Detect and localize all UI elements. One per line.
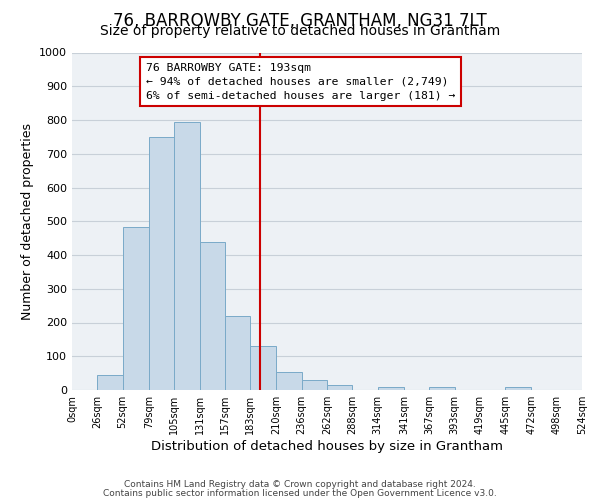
- Bar: [429, 388, 455, 390]
- Text: Contains HM Land Registry data © Crown copyright and database right 2024.: Contains HM Land Registry data © Crown c…: [124, 480, 476, 489]
- Bar: [97, 375, 122, 390]
- Text: Size of property relative to detached houses in Grantham: Size of property relative to detached ho…: [100, 24, 500, 38]
- Bar: [250, 346, 277, 390]
- X-axis label: Distribution of detached houses by size in Grantham: Distribution of detached houses by size …: [151, 440, 503, 453]
- Bar: [199, 242, 225, 390]
- Bar: [277, 372, 302, 390]
- Bar: [327, 385, 352, 390]
- Bar: [174, 122, 200, 390]
- Text: 76, BARROWBY GATE, GRANTHAM, NG31 7LT: 76, BARROWBY GATE, GRANTHAM, NG31 7LT: [113, 12, 487, 30]
- Bar: [302, 380, 327, 390]
- Bar: [122, 227, 149, 390]
- Y-axis label: Number of detached properties: Number of detached properties: [20, 122, 34, 320]
- Bar: [225, 316, 250, 390]
- Bar: [377, 388, 404, 390]
- Bar: [505, 388, 532, 390]
- Text: Contains public sector information licensed under the Open Government Licence v3: Contains public sector information licen…: [103, 488, 497, 498]
- Bar: [149, 137, 174, 390]
- Text: 76 BARROWBY GATE: 193sqm
← 94% of detached houses are smaller (2,749)
6% of semi: 76 BARROWBY GATE: 193sqm ← 94% of detach…: [146, 62, 455, 100]
